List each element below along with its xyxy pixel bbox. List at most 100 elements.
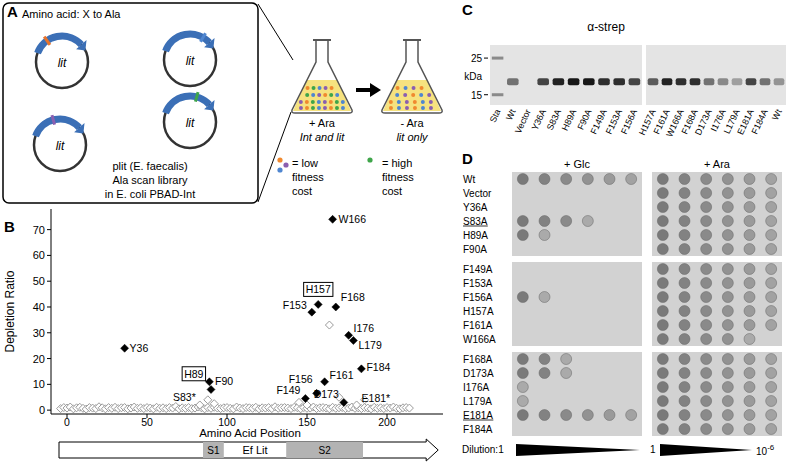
- domain: [203, 442, 224, 458]
- growth-spot: [722, 382, 733, 393]
- data-point: [340, 398, 348, 406]
- data-point: [308, 308, 316, 316]
- growth-spot: [679, 320, 690, 331]
- plasmid: [164, 34, 216, 86]
- y-tick: [47, 332, 51, 333]
- strain-label: Wt: [463, 174, 475, 185]
- growth-spot: [722, 368, 733, 379]
- cell-dot: [329, 93, 333, 97]
- growth-spot: [766, 382, 777, 393]
- growth-spot: [744, 334, 755, 345]
- data-point: [329, 215, 337, 223]
- growth-spot: [701, 368, 712, 379]
- growth-spot: [657, 410, 668, 421]
- growth-spot: [744, 368, 755, 379]
- cell-dot: [311, 106, 315, 110]
- growth-spot: [701, 424, 712, 435]
- dilution-base: 10: [756, 446, 768, 457]
- growth-spot: [701, 292, 712, 303]
- growth-spot: [766, 174, 777, 185]
- growth-spot: [679, 230, 690, 241]
- y-tick-label: 40: [33, 301, 45, 313]
- protein-band: [629, 78, 641, 85]
- gene-arrow: [38, 36, 82, 53]
- protein-band: [537, 78, 549, 85]
- zoom-line: [258, 112, 291, 202]
- x-axis-title: Amino Acid Position: [199, 427, 301, 439]
- domain: [286, 442, 363, 458]
- gel: [490, 45, 642, 105]
- strain-label: Vector: [463, 188, 492, 199]
- lane-label: H89A: [560, 108, 579, 133]
- plasmid: [34, 119, 86, 171]
- growth-spot: [744, 354, 755, 365]
- dilution-wedge: [516, 444, 640, 456]
- legend-text: fitness: [292, 171, 324, 183]
- dilution-label: Dilution:1: [462, 444, 504, 455]
- growth-spot: [657, 334, 668, 345]
- flask-condition: - Ara: [400, 117, 424, 129]
- data-point: [295, 398, 303, 406]
- x-tick-label: 0: [64, 416, 70, 428]
- cell-dot: [306, 86, 310, 90]
- growth-spot: [561, 174, 572, 185]
- zoom-line: [258, 4, 293, 60]
- cell-dot: [396, 86, 400, 90]
- cell-dot: [389, 106, 393, 110]
- y-tick: [47, 384, 51, 385]
- point-label: E181*: [362, 392, 391, 404]
- y-tick-label: 60: [33, 249, 45, 261]
- transfer-arrow-head: [370, 83, 381, 97]
- lane-label: Wt: [504, 107, 518, 122]
- growth-spot: [744, 216, 755, 227]
- plate: [652, 262, 782, 346]
- y-tick-label: 70: [33, 224, 45, 236]
- growth-spot: [744, 202, 755, 213]
- point-label: D173: [314, 388, 339, 400]
- data-point: [205, 378, 213, 386]
- strain-label: I176A: [463, 382, 489, 393]
- protein-band: [746, 78, 757, 85]
- growth-spot: [679, 278, 690, 289]
- legend-dot: [277, 167, 282, 172]
- growth-spot: [517, 216, 528, 227]
- growth-spot: [766, 424, 777, 435]
- lane-label: D173A: [693, 108, 714, 137]
- header: Amino acid: X to Ala: [22, 8, 121, 20]
- data-point: [121, 344, 129, 352]
- point-label: L179: [358, 339, 382, 351]
- growth-spot: [679, 174, 690, 185]
- growth-spot: [722, 424, 733, 435]
- growth-spot: [766, 278, 777, 289]
- transfer-arrow: [356, 88, 372, 92]
- culture-liquid: [383, 80, 441, 111]
- gene-label: lit: [186, 54, 195, 68]
- marker-label: 15: [471, 90, 483, 101]
- growth-spot: [517, 354, 528, 365]
- growth-spot: [701, 244, 712, 255]
- y-tick-label: 50: [33, 275, 45, 287]
- x-tick-label: 50: [141, 416, 153, 428]
- gene-arrow: [36, 119, 80, 136]
- cell-dot: [311, 93, 315, 97]
- growth-spot: [744, 174, 755, 185]
- cell-dot: [429, 100, 433, 104]
- gene-arrow-head: [74, 123, 84, 134]
- caption: in E. coli PBAD-Int: [105, 188, 195, 200]
- lane-label: Sta: [488, 108, 503, 124]
- gene-arrow-head: [76, 40, 86, 51]
- panel-label: D: [462, 150, 473, 167]
- plate: [512, 352, 642, 436]
- flask-contents: lit only: [396, 131, 429, 143]
- cell-dot: [404, 86, 408, 90]
- x-tick-label: 200: [378, 416, 396, 428]
- cell-dot: [403, 93, 407, 97]
- growth-spot: [701, 174, 712, 185]
- cell-dot: [330, 86, 334, 90]
- growth-spot: [766, 396, 777, 407]
- growth-spot: [657, 368, 668, 379]
- lane-label: Vector: [513, 108, 533, 135]
- point-label: Y36: [130, 342, 149, 354]
- growth-spot: [657, 292, 668, 303]
- strain-label: H89A: [463, 230, 488, 241]
